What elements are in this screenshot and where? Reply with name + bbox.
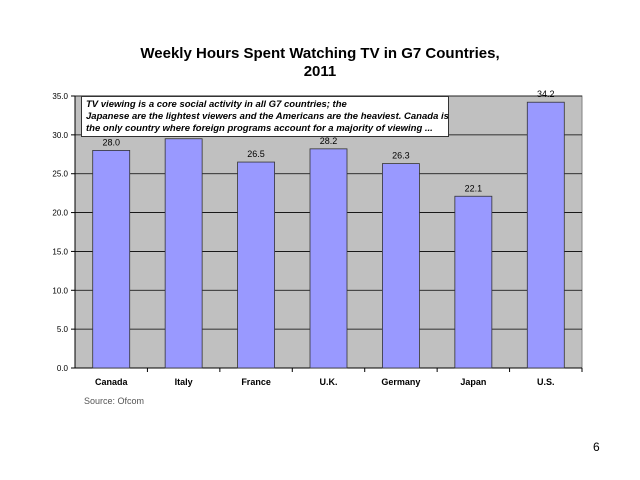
x-tick-label: Germany (381, 377, 420, 387)
bar (92, 149, 131, 369)
y-tick-label: 35.0 (52, 92, 68, 101)
source-note: Source: Ofcom (84, 396, 145, 406)
x-tick-label: Japan (460, 377, 486, 387)
bar (526, 101, 565, 369)
data-label: 28.0 (102, 137, 120, 147)
y-tick-label: 5.0 (57, 325, 69, 334)
annotation-line-3: the only country where foreign programs … (86, 123, 433, 134)
annotation-box: TV viewing is a core social activity in … (81, 96, 449, 137)
y-tick-label: 15.0 (52, 247, 68, 256)
data-label: 22.1 (465, 183, 483, 193)
y-tick-label: 10.0 (52, 286, 68, 295)
bar (309, 148, 348, 369)
data-label: 26.5 (247, 149, 265, 159)
bar (382, 163, 420, 369)
x-tick-label: Italy (175, 377, 193, 387)
chart-title-line-2: 2011 (303, 63, 337, 80)
x-tick-label: U.S. (537, 377, 555, 387)
bar (237, 161, 275, 369)
page-number: 6 (593, 440, 600, 454)
bar (164, 138, 203, 369)
x-tick-label: U.K. (320, 377, 338, 387)
y-tick-label: 25.0 (52, 170, 68, 179)
y-tick-label: 0.0 (57, 364, 69, 373)
annotation-line-2: Japanese are the lightest viewers and th… (86, 111, 449, 122)
data-label: 26.3 (392, 151, 410, 161)
x-tick-label: France (241, 377, 271, 387)
data-label: 28.2 (320, 136, 338, 146)
x-tick-label: Canada (95, 377, 129, 387)
chart-title-line-1: Weekly Hours Spent Watching TV in G7 Cou… (140, 45, 500, 62)
y-tick-label: 30.0 (52, 131, 68, 140)
annotation-line-1: TV viewing is a core social activity in … (86, 99, 347, 110)
y-tick-label: 20.0 (52, 209, 68, 218)
data-label: 34.2 (537, 89, 555, 99)
bar (454, 195, 493, 369)
